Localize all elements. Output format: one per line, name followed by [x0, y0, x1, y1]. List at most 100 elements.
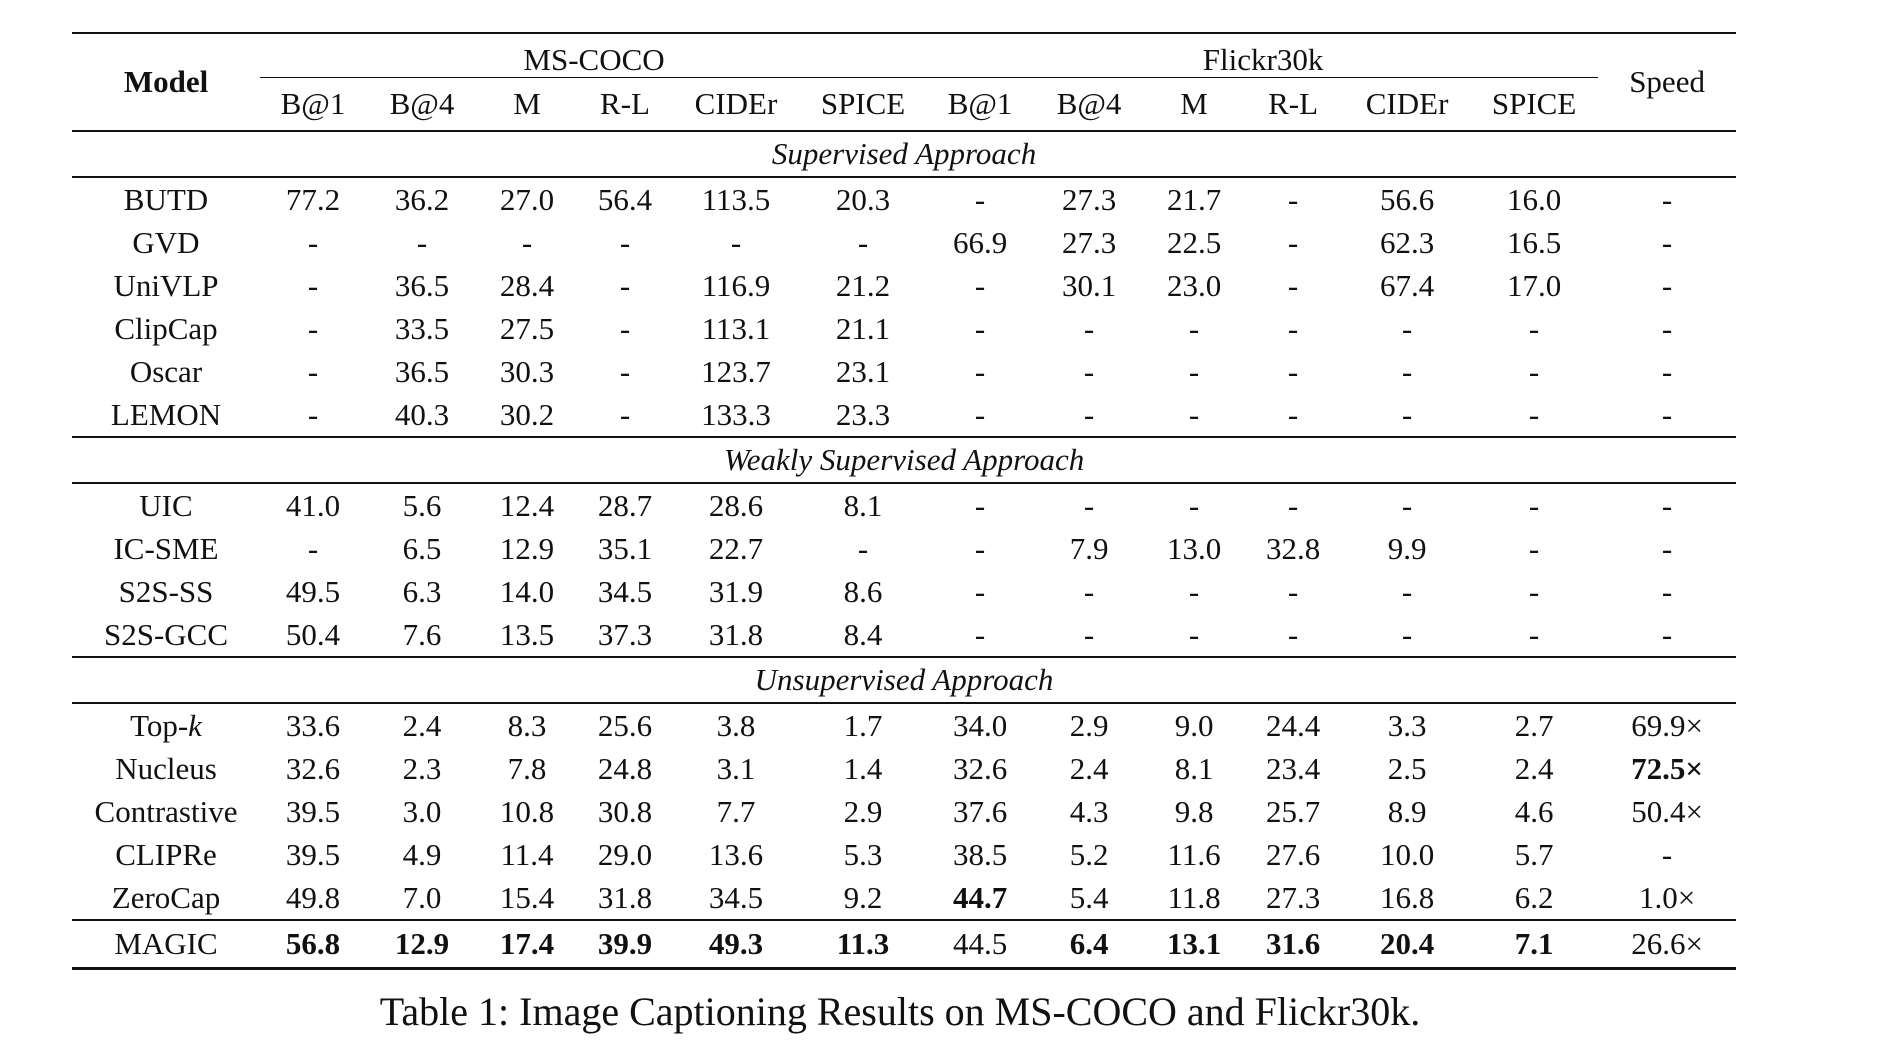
section-header-row: Unsupervised Approach [72, 656, 1737, 704]
table-row: ZeroCap 49.8 7.0 15.4 31.8 34.5 9.2 44.7 5.4 11.8… [72, 876, 1736, 920]
value-cell: 2.7 [1514, 707, 1554, 743]
value-cell: - [1287, 224, 1299, 260]
value-cell: 66.9 [952, 224, 1008, 260]
value-cell: - [416, 224, 428, 260]
value-cell: - [857, 530, 869, 566]
value-cell: 1.4 [843, 750, 883, 786]
value-cell: - [974, 487, 986, 523]
value-cell: 8.1 [843, 487, 883, 523]
section-title: Supervised Approach [72, 130, 1737, 178]
value-cell: 77.2 [285, 181, 341, 217]
value-cell: 36.5 [394, 353, 450, 389]
value-cell: 5.2 [1069, 836, 1109, 872]
model-name-cell: ClipCap [114, 310, 218, 346]
value-cell: - [1287, 310, 1299, 346]
value-cell: 16.5 [1506, 224, 1562, 260]
value-cell: - [1083, 396, 1095, 432]
value-cell: 34.0 [952, 707, 1008, 743]
value-cell: - [1188, 487, 1200, 523]
value-cell: 10.0 [1379, 836, 1435, 872]
value-cell: - [619, 224, 631, 260]
value-cell: 38.5 [952, 836, 1008, 872]
table-row: ClipCap - 33.5 27.5 - 113.1 21.1 - - - - - - - [72, 307, 1736, 350]
metric-header: B@1 [947, 86, 1013, 121]
value-cell: 25.7 [1265, 793, 1321, 829]
value-cell: 10.8 [499, 793, 555, 829]
value-cell: 21.1 [835, 310, 891, 346]
table-row: UIC 41.0 5.6 12.4 28.7 28.6 8.1 - - - - - - - [72, 483, 1736, 527]
header-group-row: Model MS-COCO Flickr30k Speed [72, 33, 1737, 99]
speed-column-header: Speed [1629, 64, 1705, 99]
value-cell: 2.3 [402, 750, 442, 786]
value-cell: 22.7 [708, 530, 764, 566]
metric-header: M [1180, 86, 1208, 121]
value-cell: 133.3 [701, 396, 771, 432]
value-cell: 40.3 [394, 396, 450, 432]
value-cell: - [307, 530, 319, 566]
value-cell: 6.4 [1032, 919, 1147, 970]
value-cell: 27.0 [499, 181, 555, 217]
table-row: S2S-SS 49.5 6.3 14.0 34.5 31.9 8.6 - - - - - - - [72, 570, 1736, 613]
table-row: Oscar - 36.5 30.3 - 123.7 23.1 - - - - - - - [72, 350, 1736, 393]
value-cell: - [1287, 396, 1299, 432]
value-cell: - [1083, 573, 1095, 609]
value-cell: 2.9 [1069, 707, 1109, 743]
value-cell: 31.8 [597, 879, 653, 915]
model-name-cell: ZeroCap [111, 879, 221, 915]
value-cell: - [1287, 487, 1299, 523]
value-cell: 7.8 [507, 750, 547, 786]
section-title: Weakly Supervised Approach [72, 436, 1737, 484]
value-cell: - [1188, 310, 1200, 346]
speed-cell: - [1661, 353, 1673, 389]
model-name-cell: LEMON [110, 396, 222, 432]
value-cell: 20.3 [835, 181, 891, 217]
value-cell: - [974, 530, 986, 566]
value-cell: 37.6 [952, 793, 1008, 829]
value-cell: - [307, 310, 319, 346]
value-cell: - [1287, 267, 1299, 303]
value-cell: - [857, 224, 869, 260]
value-cell: - [1188, 616, 1200, 652]
value-cell: 32.6 [952, 750, 1008, 786]
value-cell: 5.3 [843, 836, 883, 872]
value-cell: - [1287, 573, 1299, 609]
value-cell: 11.3 [798, 919, 929, 970]
metric-header: CIDEr [694, 86, 778, 121]
value-cell: - [1528, 353, 1540, 389]
value-cell: 11.6 [1167, 836, 1221, 872]
model-name-cell: Top-k [72, 703, 260, 747]
value-cell: 113.5 [701, 181, 771, 217]
value-cell: - [1528, 396, 1540, 432]
value-cell: 3.8 [716, 707, 756, 743]
metric-header: SPICE [1491, 86, 1577, 121]
value-cell: 13.1 [1146, 919, 1243, 970]
value-cell: 32.6 [285, 750, 341, 786]
value-cell: 23.3 [835, 396, 891, 432]
value-cell: 17.4 [478, 919, 576, 970]
value-cell: 12.4 [499, 487, 555, 523]
table-row: LEMON - 40.3 30.2 - 133.3 23.3 - - - - - - - [72, 393, 1736, 437]
value-cell: 3.0 [402, 793, 442, 829]
model-name-cell: UIC [139, 487, 193, 523]
value-cell: 116.9 [701, 267, 771, 303]
value-cell: - [1401, 573, 1413, 609]
value-cell: 23.1 [835, 353, 891, 389]
value-cell: 8.4 [843, 616, 883, 652]
value-cell: 62.3 [1379, 224, 1435, 260]
value-cell: 14.0 [499, 573, 555, 609]
model-name-cell: MAGIC [72, 919, 260, 970]
value-cell: 7.7 [716, 793, 756, 829]
value-cell: - [1528, 573, 1540, 609]
value-cell: - [974, 396, 986, 432]
model-name-cell: Contrastive [94, 793, 238, 829]
value-cell: 6.2 [1514, 879, 1554, 915]
value-cell: - [307, 396, 319, 432]
metric-header: M [513, 86, 541, 121]
value-cell: 24.4 [1265, 707, 1321, 743]
value-cell: - [1401, 616, 1413, 652]
speed-cell: 50.4× [1631, 793, 1703, 829]
table-row: GVD - - - - - - 66.9 27.3 22.5 - 62.3 16.5 - [72, 221, 1736, 264]
value-cell: 49.8 [285, 879, 341, 915]
value-cell: - [619, 267, 631, 303]
value-cell: 39.5 [285, 836, 341, 872]
